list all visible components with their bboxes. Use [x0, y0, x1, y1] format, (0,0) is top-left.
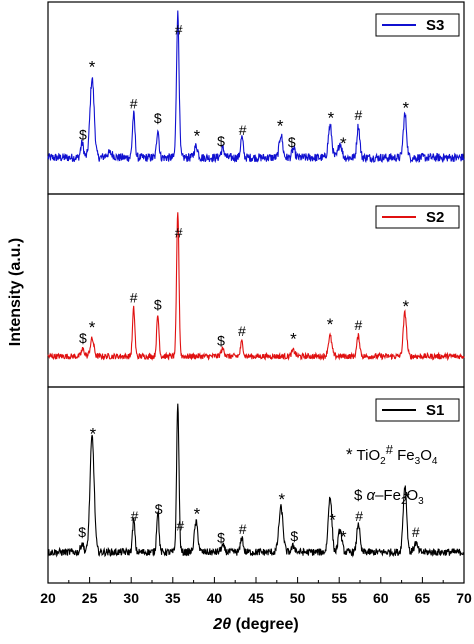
- x-tick-label: 60: [373, 590, 389, 606]
- fe3o4-label: Fe: [393, 447, 415, 464]
- peak-marker-s1: #: [239, 521, 247, 537]
- peak-marker-s3: #: [175, 21, 183, 37]
- tio2-symbol: *: [346, 445, 353, 464]
- peak-marker-s2: #: [175, 224, 183, 240]
- peak-marker-s2: *: [89, 318, 96, 337]
- peak-marker-s3: $: [154, 110, 162, 126]
- legend-label-s3: S3: [426, 17, 444, 34]
- peak-marker-s1: $: [78, 524, 86, 540]
- phase-legend: * TiO2# Fe3O4$ α–Fe2O3: [346, 442, 438, 507]
- fe2o3-symbol: $: [354, 487, 363, 504]
- peak-marker-s3: *: [402, 99, 409, 118]
- x-tick-label: 25: [82, 590, 98, 606]
- fe3o4-o: O: [420, 447, 432, 464]
- peak-marker-s1: #: [412, 524, 420, 540]
- fe2o3-label: –Fe: [375, 487, 401, 504]
- peak-marker-s3: *: [328, 108, 335, 127]
- phase-legend-line-1: * TiO2# Fe3O4: [346, 442, 438, 467]
- peak-marker-s3: $: [288, 134, 296, 150]
- peak-marker-s1: *: [329, 510, 336, 529]
- peak-marker-s1: $: [155, 501, 163, 517]
- peak-marker-s2: #: [354, 317, 362, 333]
- x-tick-label: 70: [456, 590, 472, 606]
- legend-box-s3: [375, 13, 460, 37]
- legend-box-s2: [375, 205, 460, 229]
- x-tick-label: 45: [248, 590, 264, 606]
- x-tick-label: 65: [415, 590, 431, 606]
- peak-marker-s2: *: [402, 297, 409, 316]
- peak-marker-s3: #: [239, 122, 247, 138]
- x-tick-label: 55: [331, 590, 347, 606]
- y-axis-label: Intensity (a.u.): [7, 238, 24, 346]
- fe3o4-sub1: 3: [415, 456, 421, 467]
- peak-marker-s1: *: [340, 527, 347, 546]
- peak-marker-s3: *: [340, 134, 347, 153]
- x-tick-label: 50: [290, 590, 306, 606]
- peak-marker-s2: $: [154, 297, 162, 313]
- peak-marker-s3: $: [217, 133, 225, 149]
- series-line-s3: [47, 10, 465, 164]
- peak-marker-s3: *: [89, 57, 96, 76]
- peak-marker-s2: #: [130, 289, 138, 305]
- peak-marker-s1: $: [290, 528, 298, 544]
- peak-marker-s1: *: [403, 488, 410, 507]
- peak-marker-s2: $: [217, 333, 225, 349]
- x-axis-label: 2θ (degree): [212, 616, 298, 633]
- x-tick-label: 35: [165, 590, 181, 606]
- fe2o3-o: O: [407, 487, 419, 504]
- peak-marker-s1: #: [176, 518, 184, 534]
- peak-marker-s3: #: [354, 107, 362, 123]
- peak-marker-s1: *: [194, 505, 201, 524]
- peak-marker-s1: #: [355, 508, 363, 524]
- legend-box-s1: [375, 398, 460, 422]
- fe2o3-alpha: α: [362, 487, 375, 504]
- x-tick-label: 40: [207, 590, 223, 606]
- peak-marker-s1: *: [90, 425, 97, 444]
- legend-label-s2: S2: [426, 209, 444, 226]
- series-line-s2: [47, 212, 465, 362]
- series-line-s1: [47, 403, 465, 558]
- peak-marker-s2: #: [238, 323, 246, 339]
- peak-marker-s3: *: [194, 126, 201, 145]
- fe2o3-sub1: 2: [401, 496, 407, 507]
- fe2o3-sub2: 3: [418, 496, 424, 507]
- tio2-sub: 2: [380, 456, 386, 467]
- tio2-label: TiO: [353, 447, 381, 464]
- peak-marker-s3: #: [130, 95, 138, 111]
- peak-marker-s1: #: [131, 508, 139, 524]
- x-tick-label: 20: [40, 590, 56, 606]
- x-tick-label: 30: [123, 590, 139, 606]
- fe3o4-symbol: #: [386, 442, 394, 457]
- peak-marker-s1: $: [217, 529, 225, 545]
- x-axis-label-symbol: 2θ: [212, 616, 231, 633]
- phase-legend-line-2: $ α–Fe2O3: [354, 487, 424, 507]
- peak-marker-s3: $: [79, 126, 87, 142]
- peak-marker-s2: *: [327, 315, 334, 334]
- fe3o4-sub2: 4: [432, 456, 438, 467]
- peak-marker-s1: *: [278, 490, 285, 509]
- peak-marker-s2: $: [79, 330, 87, 346]
- x-axis-label-unit: (degree): [231, 616, 299, 633]
- legend-label-s1: S1: [426, 402, 444, 419]
- peak-marker-s2: *: [290, 330, 297, 349]
- peak-marker-s3: *: [277, 116, 284, 135]
